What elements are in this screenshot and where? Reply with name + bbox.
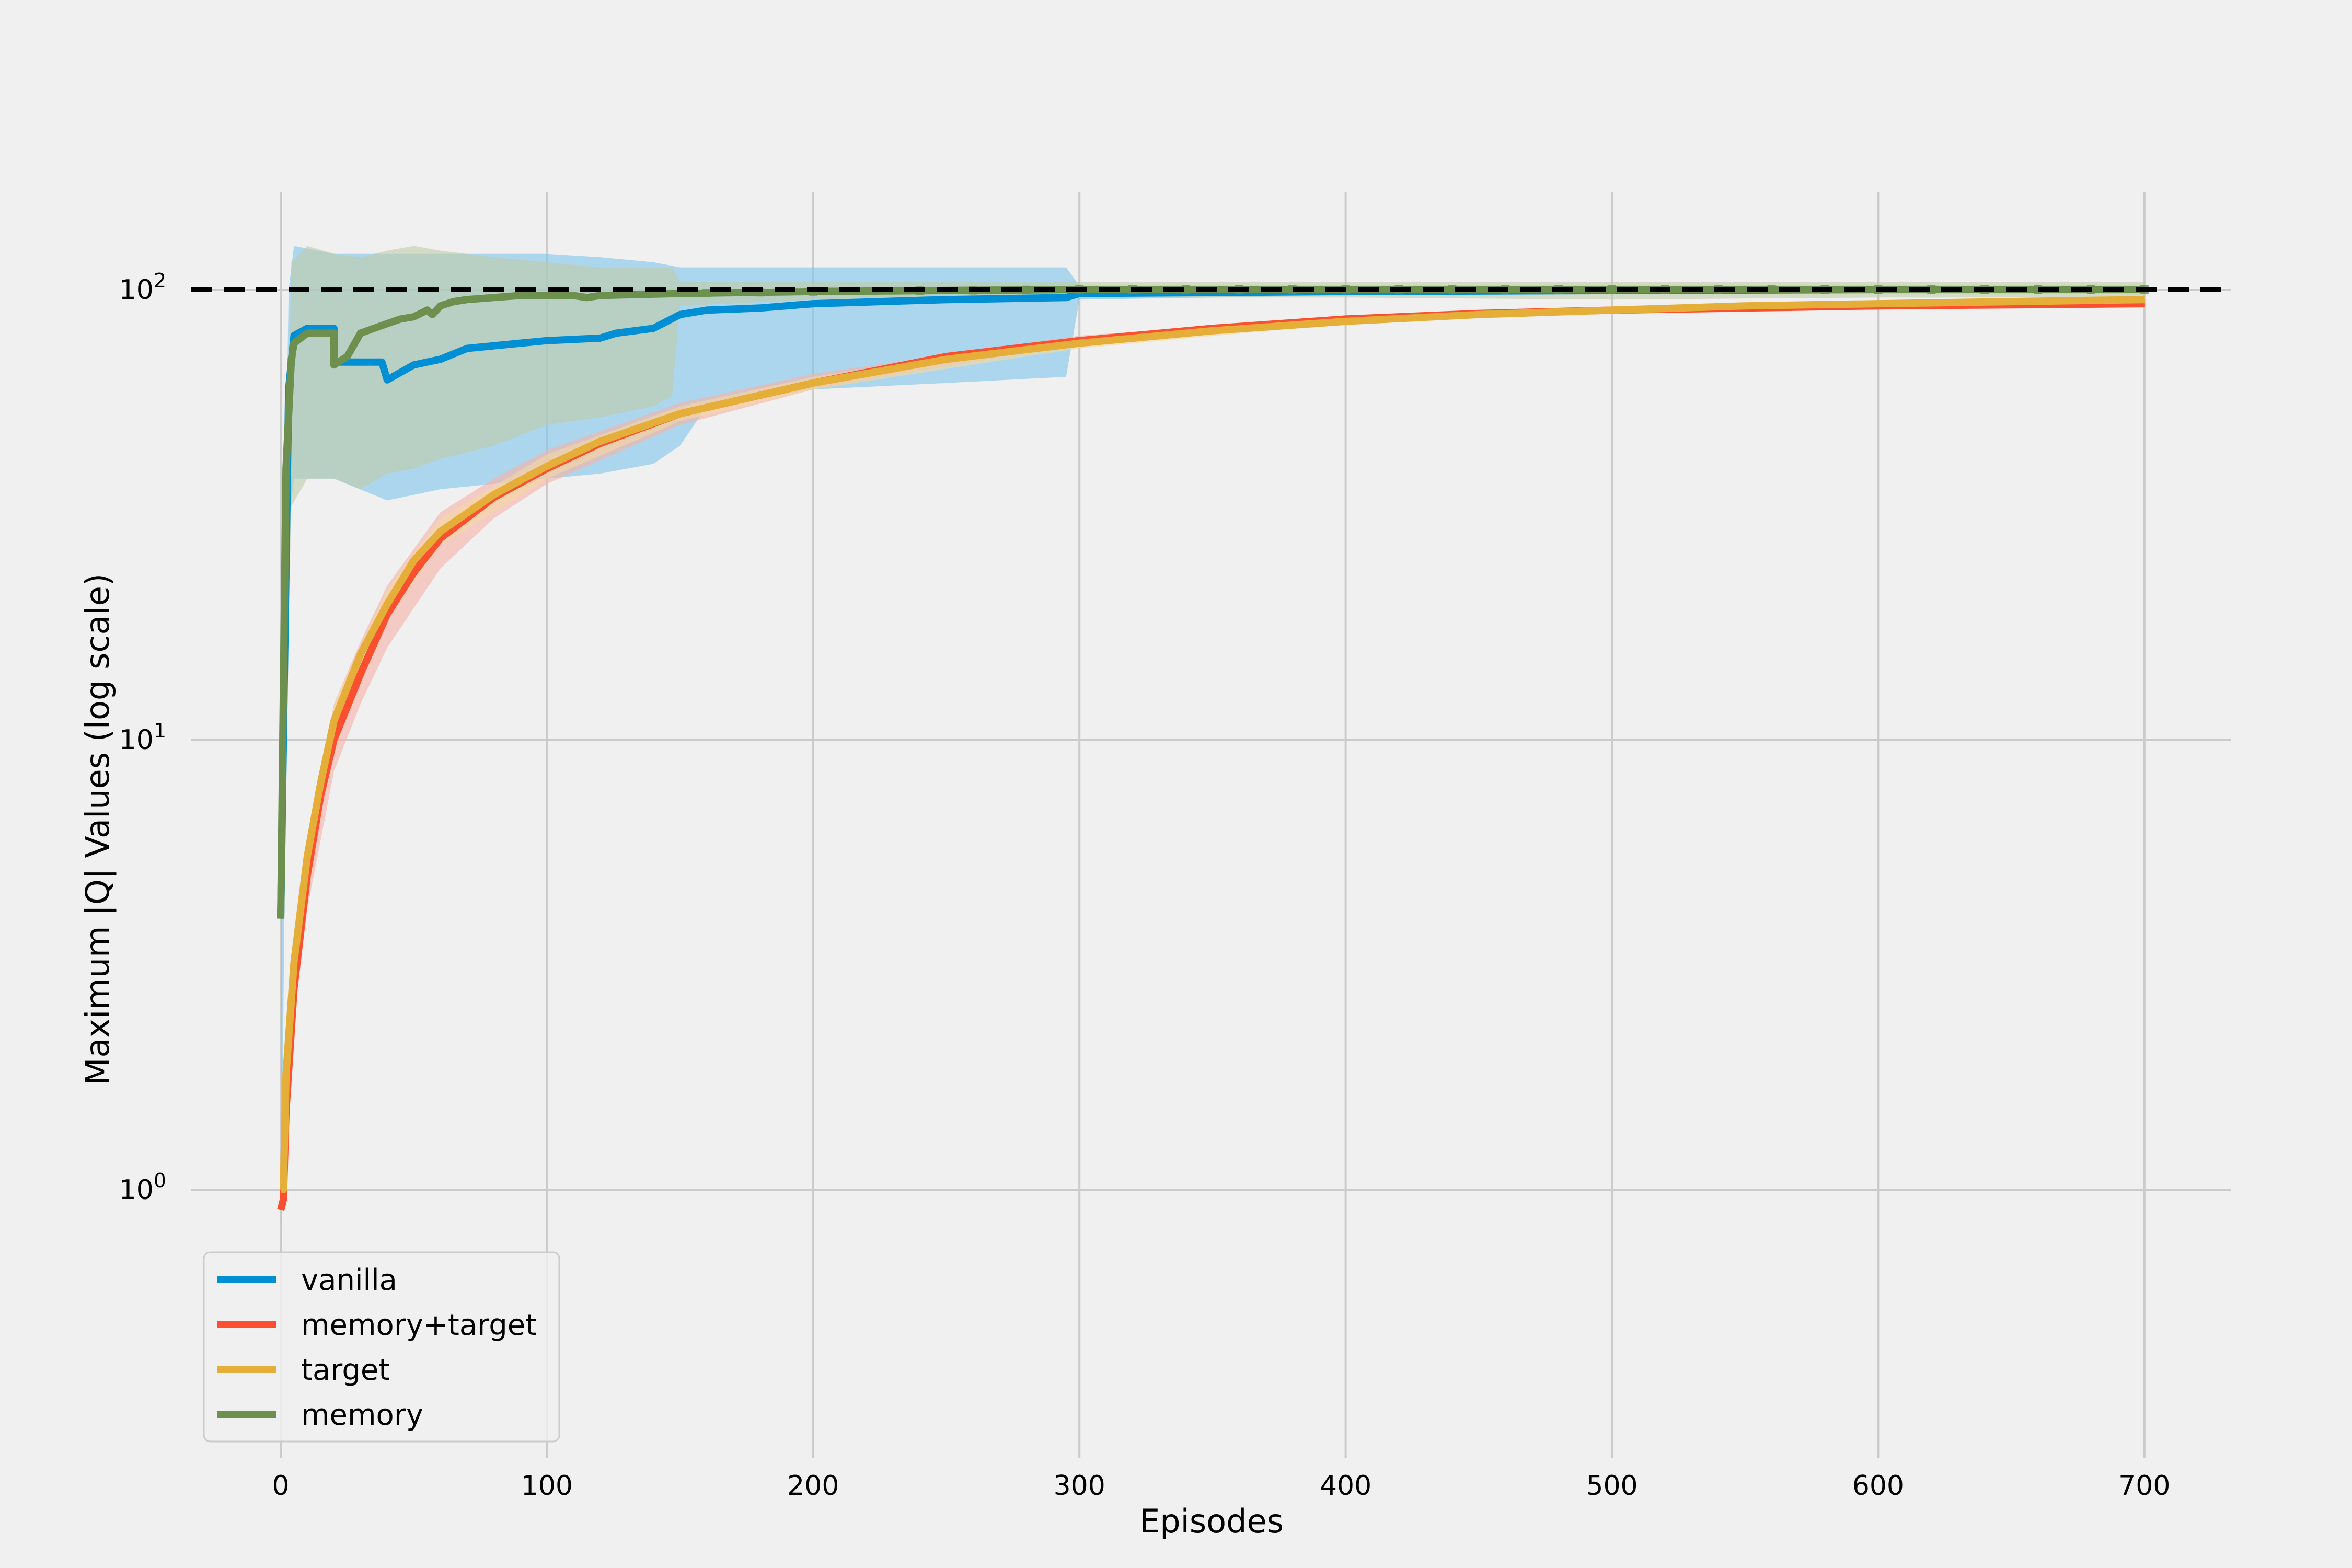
- memory-marker: [1448, 285, 1457, 294]
- x-tick-label: 100: [521, 1470, 573, 1502]
- legend-label: memory+target: [301, 1308, 537, 1342]
- legend-label: memory: [301, 1398, 423, 1432]
- legend-label: target: [301, 1353, 390, 1387]
- memory-marker: [862, 287, 871, 296]
- memory-marker: [1608, 285, 1616, 294]
- y-axis-title: Maximum |Q| Values (log scale): [78, 573, 117, 1086]
- legend-box: [203, 1251, 560, 1443]
- y-tick-label: 102: [119, 269, 166, 306]
- y-tick-label: 101: [119, 719, 166, 756]
- x-tick-label: 400: [1320, 1470, 1371, 1502]
- memory-marker: [1022, 285, 1031, 294]
- memory-marker: [1767, 285, 1776, 294]
- x-axis-title: Episodes: [1139, 1502, 1284, 1540]
- legend-label: vanilla: [301, 1263, 397, 1297]
- x-tick-label: 200: [787, 1470, 839, 1502]
- y-tick-label: 100: [119, 1169, 166, 1206]
- x-tick-label: 0: [272, 1470, 289, 1502]
- x-tick-label: 500: [1586, 1470, 1638, 1502]
- memory-marker: [702, 289, 711, 297]
- line-target: [280, 296, 2145, 1193]
- x-tick-label: 600: [1852, 1470, 1904, 1502]
- x-tick-label: 700: [2118, 1470, 2170, 1502]
- band-memory: [281, 246, 2145, 945]
- line-memory: [277, 286, 2145, 919]
- tick-labels: 0 100 200 300 400 500 600 700 100 101 102: [119, 269, 2171, 1502]
- legend: vanilla memory+target target memory: [203, 1251, 560, 1443]
- x-tick-label: 300: [1054, 1470, 1105, 1502]
